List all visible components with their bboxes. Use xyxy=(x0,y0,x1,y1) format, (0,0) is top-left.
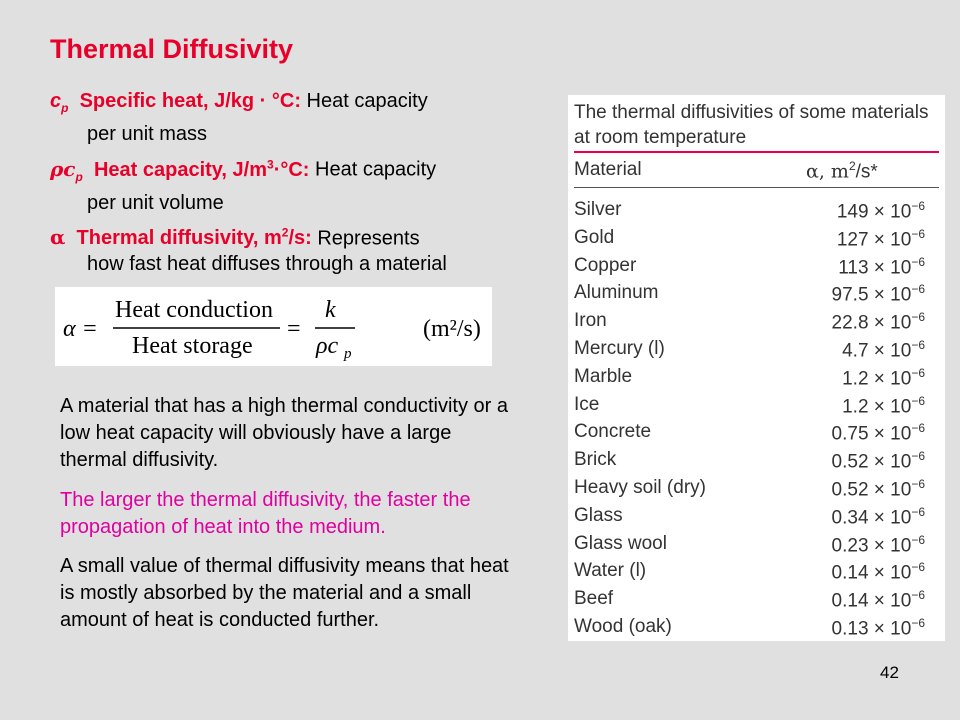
material-name: Iron xyxy=(574,310,607,332)
column-header-material: Material xyxy=(574,159,642,180)
diffusivity-value: 0.75 × 10−6 xyxy=(831,421,925,445)
material-name: Copper xyxy=(574,254,637,276)
definition-specific-heat: cp Specific heat, J/kg · °C: Heat capaci… xyxy=(50,88,530,147)
paragraph-larger-diffusivity: The larger the thermal diffusivity, the … xyxy=(60,489,471,538)
diffusivity-value: 0.14 × 10−6 xyxy=(831,588,925,612)
diffusivity-value: 0.52 × 10−6 xyxy=(831,476,925,501)
formula-eq2: = xyxy=(287,316,301,342)
table-row: Glass 0.34 × 10−6 xyxy=(574,503,925,531)
diffusivity-value: 0.23 × 10−6 xyxy=(831,532,925,556)
formula-denominator: Heat storage xyxy=(132,333,253,359)
formula-numerator: Heat conduction xyxy=(115,297,273,323)
table-row: Beef 0.14 × 10−6 xyxy=(574,586,925,614)
symbol-alpha: α xyxy=(50,225,66,250)
definitions-list: cp Specific heat, J/kg · °C: Heat capaci… xyxy=(50,88,530,281)
material-name: Mercury (l) xyxy=(574,337,665,359)
diffusivity-value: 0.34 × 10−6 xyxy=(831,504,925,529)
diffusivity-formula: α = Heat conduction Heat storage = k ρc … xyxy=(55,287,492,366)
diffusivity-table: The thermal diffusivities of some materi… xyxy=(568,95,945,641)
formula-k: k xyxy=(325,297,336,323)
material-name: Ice xyxy=(574,393,600,415)
diffusivity-value: 0.13 × 10−6 xyxy=(831,615,925,640)
material-name: Aluminum xyxy=(574,282,659,304)
definition-thermal-diffusivity: α Thermal diffusivity, m2/s: Represents … xyxy=(50,225,447,276)
table-row: Wood (oak) 0.13 × 10−6 xyxy=(574,614,925,642)
table-row: Marble 1.2 × 10−6 xyxy=(574,364,925,392)
material-name: Heavy soil (dry) xyxy=(574,476,706,498)
paragraph-high-conductivity: A material that has a high thermal condu… xyxy=(60,395,509,471)
table-body: Silver 149 × 10−6 Gold 127 × 10−6 Copper 113 … xyxy=(574,197,925,642)
material-name: Silver xyxy=(574,199,622,220)
material-name: Concrete xyxy=(574,421,652,443)
material-name: Gold xyxy=(574,226,615,248)
material-name: Glass xyxy=(574,504,623,526)
diffusivity-value: 149 × 10−6 xyxy=(836,199,925,223)
table-row: Aluminum 97.5 × 10−6 xyxy=(574,280,925,308)
table-row: Gold 127 × 10−6 xyxy=(574,225,925,253)
term-desc: Heat capacity xyxy=(300,90,428,112)
formula-lhs: α = xyxy=(63,316,98,342)
table-row: Brick 0.52 × 10−6 xyxy=(574,447,925,475)
material-name: Water (l) xyxy=(574,560,647,582)
table-row: Glass wool 0.23 × 10−6 xyxy=(574,531,925,559)
symbol-cp: c xyxy=(50,90,62,112)
symbol-rho-cp: ρc xyxy=(50,156,76,181)
diffusivity-value: 4.7 × 10−6 xyxy=(842,337,925,362)
material-name: Wood (oak) xyxy=(574,615,672,637)
formula-rho-c: ρc xyxy=(315,333,339,359)
diffusivity-value: 97.5 × 10−6 xyxy=(831,282,925,306)
material-name: Beef xyxy=(574,588,614,610)
formula-units: (m²/s) xyxy=(423,316,481,342)
material-name: Marble xyxy=(574,365,633,387)
table-row: Mercury (l) 4.7 × 10−6 xyxy=(574,336,925,364)
paragraph-small-diffusivity: A small value of thermal diffusivity mea… xyxy=(60,555,509,631)
column-header-alpha: α, m2/s* xyxy=(806,159,878,183)
table-row: Ice 1.2 × 10−6 xyxy=(574,392,925,420)
diffusivity-value: 127 × 10−6 xyxy=(836,226,925,251)
page-number: 42 xyxy=(880,663,899,682)
table-header-rule xyxy=(574,187,939,188)
diffusivity-value: 22.8 × 10−6 xyxy=(831,310,925,334)
definition-heat-capacity: ρcp Heat capacity, J/m3·°C: Heat capacit… xyxy=(50,156,437,214)
diffusivity-value: 1.2 × 10−6 xyxy=(842,365,925,390)
diffusivity-value: 113 × 10−6 xyxy=(838,254,925,278)
table-row: Silver 149 × 10−6 xyxy=(574,197,925,225)
table-row: Water (l) 0.14 × 10−6 xyxy=(574,558,925,586)
material-name: Brick xyxy=(574,449,617,471)
table-caption: The thermal diffusivities of some materi… xyxy=(574,102,929,148)
table-top-rule xyxy=(574,151,939,153)
material-name: Glass wool xyxy=(574,532,667,554)
diffusivity-value: 1.2 × 10−6 xyxy=(842,393,925,417)
table-row: Copper 113 × 10−6 xyxy=(574,253,925,281)
term-desc-2: per unit mass xyxy=(87,123,208,145)
table-row: Concrete 0.75 × 10−6 xyxy=(574,419,925,447)
diffusivity-value: 0.14 × 10−6 xyxy=(831,560,925,584)
slide-title: Thermal Diffusivity xyxy=(50,34,294,64)
table-row: Heavy soil (dry) 0.52 × 10−6 xyxy=(574,475,925,503)
diffusivity-value: 0.52 × 10−6 xyxy=(831,449,925,473)
formula-p: p xyxy=(343,346,352,362)
table-row: Iron 22.8 × 10−6 xyxy=(574,308,925,336)
term-label: Specific heat, J/kg · °C: xyxy=(79,90,301,112)
